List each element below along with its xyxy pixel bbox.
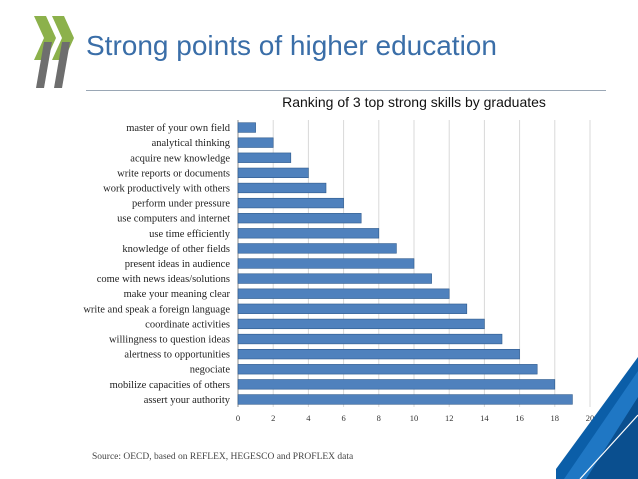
category-label: negociate xyxy=(190,365,231,376)
x-tick-label: 12 xyxy=(445,413,454,423)
category-label: make your meaning clear xyxy=(124,289,231,300)
x-tick-label: 6 xyxy=(341,413,345,423)
bar xyxy=(237,228,380,239)
category-label: willingness to question ideas xyxy=(109,335,230,346)
bar xyxy=(237,303,468,314)
category-label: come with news ideas/solutions xyxy=(97,274,230,285)
category-label: write reports or documents xyxy=(117,168,230,179)
bar xyxy=(237,364,538,375)
x-tick-label: 0 xyxy=(236,413,240,423)
x-tick-label: 8 xyxy=(377,413,381,423)
x-tick-label: 16 xyxy=(515,413,524,423)
bar xyxy=(237,379,556,390)
logo-chevron-gray-right xyxy=(54,42,70,88)
category-label: work productively with others xyxy=(103,183,230,194)
category-label: present ideas in audience xyxy=(125,259,231,270)
x-tick-label: 20 xyxy=(586,413,595,423)
source-note: Source: OECD, based on REFLEX, HEGESCO a… xyxy=(92,452,354,462)
title-divider xyxy=(86,90,606,91)
category-label: assert your authority xyxy=(144,395,231,406)
x-tick-label: 4 xyxy=(306,413,311,423)
bar xyxy=(237,394,573,405)
bar xyxy=(237,258,415,269)
category-label: coordinate activities xyxy=(145,319,230,330)
logo-chevron-gray-left xyxy=(36,42,52,88)
category-label: use computers and internet xyxy=(117,214,230,225)
bar xyxy=(237,122,256,133)
category-label: master of your own field xyxy=(126,123,231,134)
bar xyxy=(237,288,450,299)
category-label: knowledge of other fields xyxy=(122,244,230,255)
x-tick-label: 14 xyxy=(480,413,489,423)
oecd-logo xyxy=(34,16,74,88)
bar xyxy=(237,152,292,163)
corner-decoration xyxy=(556,357,638,479)
category-label: acquire new knowledge xyxy=(130,153,230,164)
slide-title: Strong points of higher education xyxy=(86,30,497,61)
x-tick-label: 10 xyxy=(410,413,419,423)
bar xyxy=(237,243,397,254)
category-label: analytical thinking xyxy=(152,138,231,149)
category-label: perform under pressure xyxy=(132,199,230,210)
bar xyxy=(237,213,362,224)
chart-title: Ranking of 3 top strong skills by gradua… xyxy=(282,94,546,110)
bar xyxy=(237,318,485,330)
bar xyxy=(237,182,327,194)
bar xyxy=(237,348,520,360)
category-label: alertness to opportunities xyxy=(124,350,230,361)
bar xyxy=(237,167,309,179)
x-tick-label: 2 xyxy=(271,413,275,423)
bar xyxy=(237,333,503,345)
bar xyxy=(237,273,432,284)
category-label: write and speak a foreign language xyxy=(83,304,230,315)
bar xyxy=(237,137,274,148)
x-tick-label: 18 xyxy=(551,413,560,423)
bar xyxy=(237,197,344,209)
category-label: mobilize capacities of others xyxy=(110,380,230,391)
category-label: use time efficiently xyxy=(149,229,231,240)
